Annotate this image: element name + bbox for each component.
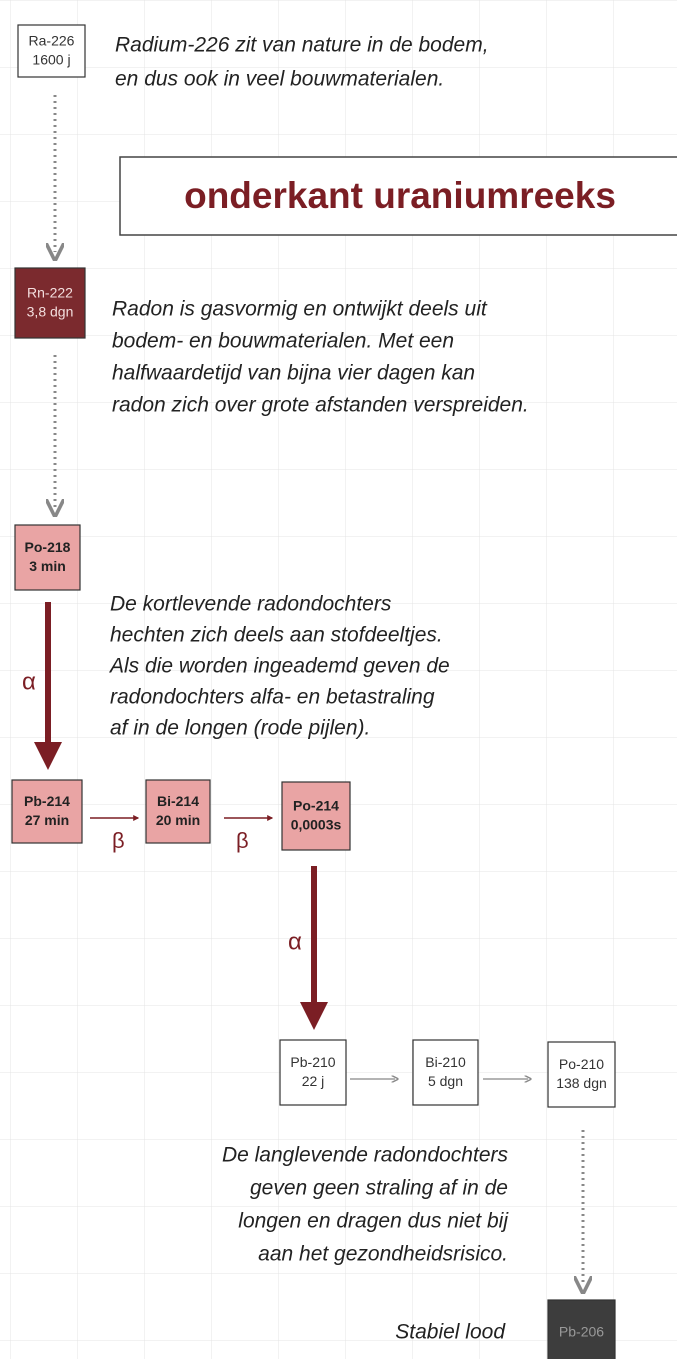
note-line: De langlevende radondochters [222,1144,509,1167]
note-line: Radon is gasvormig en ontwijkt deels uit [112,298,488,321]
note-line: hechten zich deels aan stofdeeltjes. [110,624,443,647]
nuclide-box [14,267,86,339]
alpha-label: α [22,668,36,695]
nuclide-halflife: 1600 j [32,52,70,68]
alpha-arrowhead [34,742,62,770]
nuclide-halflife: 3 min [29,558,66,574]
nuclide-label: Pb-214 [24,793,70,809]
nuclide-label: Po-214 [293,798,339,814]
nuclide-box [547,1041,616,1108]
note-line: radondochters alfa- en betastraling [110,686,435,709]
note-line: af in de longen (rode pijlen). [110,717,370,740]
note-line: longen en dragen dus niet bij [238,1210,509,1233]
note-line: geven geen straling af in de [250,1177,508,1200]
note-line: Radium-226 zit van nature in de bodem, [115,34,489,57]
beta-label: β [112,828,125,853]
note-line: halfwaardetijd van bijna vier dagen kan [112,362,475,385]
nuclide-halflife: 20 min [156,812,200,828]
nuclide-label: Pb-210 [290,1054,335,1070]
nuclide-label: Ra-226 [29,33,75,49]
note-line: aan het gezondheidsrisico. [258,1243,508,1266]
nuclide-box [17,24,86,78]
nuclide-label: Pb-206 [559,1324,604,1340]
nuclide-box [14,524,81,591]
note-line: De kortlevende radondochters [110,593,392,616]
nuclide-halflife: 138 dgn [556,1075,607,1091]
stable-label: Stabiel lood [395,1321,506,1344]
nuclide-box [11,779,83,844]
nuclide-halflife: 22 j [302,1073,325,1089]
nuclide-box [145,779,211,844]
nuclide-halflife: 0,0003s [291,817,342,833]
note-line: en dus ook in veel bouwmaterialen. [115,68,444,91]
nuclide-box [547,1299,616,1363]
nuclide-label: Bi-210 [425,1054,466,1070]
nuclide-halflife: 3,8 dgn [27,304,74,320]
alpha-arrowhead [300,1002,328,1030]
nuclide-halflife: 5 dgn [428,1073,463,1089]
nuclide-box [279,1039,347,1106]
note-line: radon zich over grote afstanden versprei… [112,394,529,417]
nuclide-box [281,781,351,851]
note-line: Als die worden ingeademd geven de [108,655,450,678]
beta-label: β [236,828,249,853]
nuclide-label: Po-210 [559,1056,604,1072]
title-box [119,156,677,236]
nuclide-halflife: 27 min [25,812,69,828]
title: onderkant uraniumreeks [184,175,616,216]
nuclide-label: Bi-214 [157,793,199,809]
nuclide-label: Po-218 [25,539,71,555]
alpha-label: α [288,928,302,955]
nuclide-box [412,1039,479,1106]
note-line: bodem- en bouwmaterialen. Met een [112,330,454,353]
nuclide-label: Rn-222 [27,285,73,301]
